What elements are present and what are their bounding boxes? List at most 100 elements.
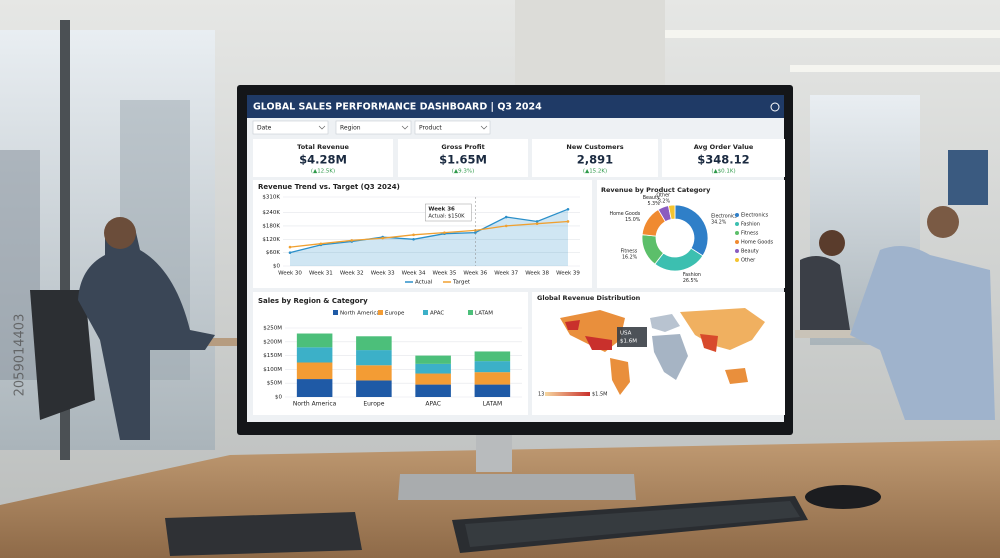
filter-dropdown: [252, 120, 329, 135]
legend-label: Europe: [385, 311, 405, 317]
point: [535, 220, 539, 223]
world-map: [560, 308, 765, 395]
ceiling-light: [665, 30, 1000, 38]
color-scale: [545, 392, 590, 396]
x-tick-label: Week 32: [340, 271, 364, 277]
map-tooltip-country: USA: [620, 331, 632, 337]
legend-swatch: [735, 213, 739, 217]
card: [597, 180, 785, 288]
x-tick-label: Week 36: [463, 271, 487, 277]
point: [443, 231, 446, 234]
legend-swatch: [735, 258, 739, 262]
kpi-card: [662, 139, 785, 177]
legend-label: Target: [452, 280, 471, 286]
bar-segment: [296, 362, 333, 380]
legend-label: Electronics: [741, 213, 769, 219]
segment-label: Home Goods: [609, 211, 640, 217]
map-tooltip: [617, 327, 647, 347]
south-america: [610, 358, 630, 395]
legend-label: Other: [741, 258, 756, 264]
tooltip: [425, 203, 472, 222]
person: [850, 246, 995, 420]
x-tick-label: LATAM: [483, 401, 503, 408]
map-tooltip-value: $1.6M: [620, 339, 637, 345]
bar-segment: [356, 350, 392, 366]
ceiling-light: [790, 65, 1000, 72]
point: [288, 245, 292, 249]
segment-value: 5.3%: [647, 201, 660, 207]
card-title: Sales by Region & Category: [258, 297, 368, 305]
legend-label: Fashion: [741, 222, 760, 228]
pillar: [515, 0, 665, 90]
window-frame: [60, 20, 70, 460]
point: [319, 242, 323, 246]
y-tick-label: $200M: [263, 339, 282, 345]
bar-segment: [474, 384, 511, 397]
segment-label: Fashion: [683, 272, 701, 278]
legend-swatch: [735, 249, 739, 253]
wall-art: [948, 150, 988, 205]
y-tick-label: $100M: [263, 367, 282, 373]
y-tick-label: $60K: [266, 250, 280, 256]
kpi-label: New Customers: [566, 143, 623, 151]
area: [290, 209, 568, 266]
x-tick-label: North America: [293, 401, 337, 408]
segment-label: Fitness: [621, 248, 638, 254]
kpi-card: [398, 139, 528, 177]
point: [381, 236, 384, 240]
kpi-value: $348.12: [697, 153, 749, 167]
point: [566, 220, 570, 223]
legend-label: Home Goods: [741, 240, 774, 246]
europe: [650, 314, 680, 332]
legend-swatch: [735, 231, 739, 235]
dashboard-title: GLOBAL SALES PERFORMANCE DASHBOARD | Q3 …: [253, 102, 542, 113]
bar-segment: [415, 373, 451, 385]
y-tick-label: $310K: [262, 195, 280, 201]
filter-label: Product: [419, 125, 442, 132]
point: [474, 231, 477, 234]
x-tick-label: Week 30: [278, 271, 302, 277]
kpi-card: [532, 139, 658, 177]
point: [566, 207, 570, 211]
bar-segment: [356, 336, 392, 351]
africa: [652, 334, 688, 380]
kpi-change: (▲9.3%): [452, 169, 475, 175]
china: [700, 334, 718, 352]
asia: [680, 308, 765, 350]
mouse: [805, 485, 881, 509]
dropdown-chevron: [480, 125, 488, 130]
keyboard-keys: [465, 501, 800, 547]
monitor-base: [398, 474, 636, 500]
dropdown-chevron: [401, 125, 409, 130]
bar-segment: [474, 372, 511, 385]
y-tick-label: $0: [273, 264, 280, 270]
region-highlight: [565, 320, 580, 330]
kpi-card: [253, 139, 393, 177]
point: [350, 239, 354, 242]
y-tick-label: $0: [275, 395, 282, 401]
legend-label: North America: [340, 311, 380, 317]
legend-label: Beauty: [741, 249, 759, 255]
kpi-change: (▲12.5K): [311, 169, 335, 175]
y-tick-label: $250M: [263, 326, 282, 332]
notebook: [165, 512, 362, 556]
kpi-value: 2,891: [577, 153, 613, 167]
legend-label: APAC: [430, 311, 444, 317]
bar-segment: [474, 361, 511, 373]
segment-value: 16.2%: [622, 254, 638, 260]
card-title: Revenue Trend vs. Target (Q3 2024): [258, 183, 400, 191]
australia: [725, 368, 748, 384]
dropdown-chevron: [318, 125, 326, 130]
segment-label: Beauty: [643, 195, 660, 201]
segment-value: 34.2%: [711, 219, 727, 225]
bar-segment: [474, 351, 511, 362]
legend-swatch: [423, 310, 428, 315]
scale-label: 13: [538, 392, 544, 398]
kpi-label: Avg Order Value: [694, 143, 754, 151]
point: [504, 215, 508, 219]
bar-segment: [415, 355, 451, 364]
x-tick-label: Week 31: [309, 271, 333, 277]
bar-segment: [296, 333, 333, 348]
kpi-value: $1.65M: [439, 153, 487, 167]
